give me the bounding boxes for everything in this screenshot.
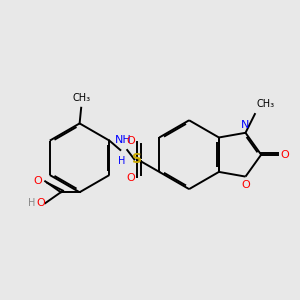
Text: N: N <box>241 120 250 130</box>
Text: H: H <box>118 156 126 166</box>
Text: O: O <box>127 173 136 183</box>
Text: O: O <box>33 176 42 186</box>
Text: CH₃: CH₃ <box>72 93 90 103</box>
Text: CH₃: CH₃ <box>256 99 274 109</box>
Text: O: O <box>241 180 250 190</box>
Text: O: O <box>127 136 136 146</box>
Text: NH: NH <box>115 135 132 145</box>
Text: S: S <box>133 152 142 167</box>
Text: O: O <box>36 198 45 208</box>
Text: O: O <box>280 150 289 160</box>
Text: H: H <box>28 198 36 208</box>
